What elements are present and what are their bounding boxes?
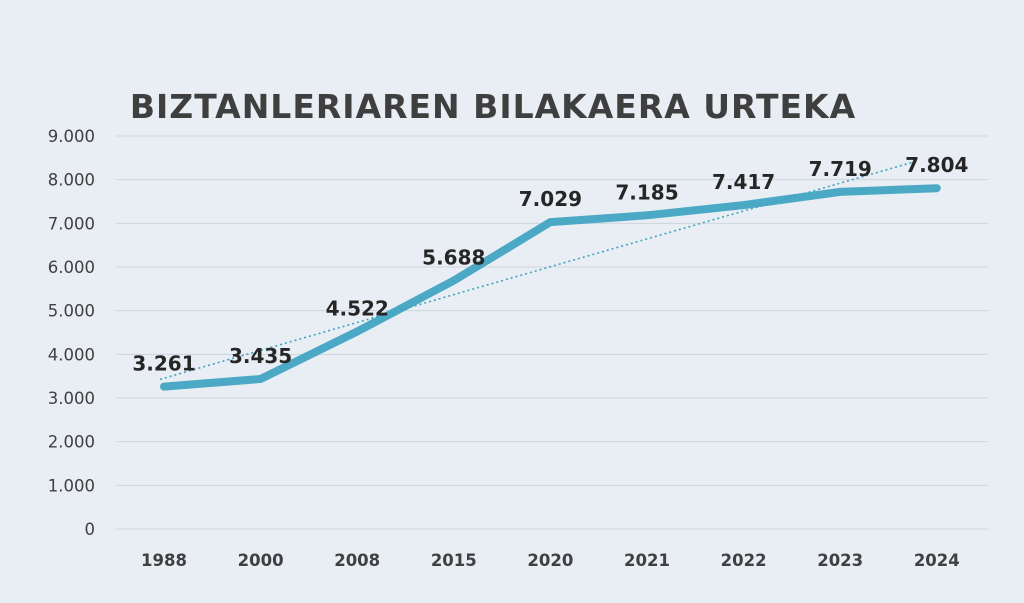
x-tick-label: 2022 xyxy=(721,551,767,570)
data-point xyxy=(935,187,938,190)
y-tick-label: 7.000 xyxy=(48,214,95,233)
y-tick-label: 9.000 xyxy=(48,127,95,146)
y-tick-label: 2.000 xyxy=(48,433,95,452)
data-point xyxy=(163,385,165,388)
data-labels: 3.261 3.435 4.522 5.688 7.029 7.185 7.417 7.719… xyxy=(132,153,968,375)
data-point xyxy=(452,279,455,282)
data-label: 4.522 xyxy=(326,297,389,321)
trendline xyxy=(159,159,920,381)
data-label: 7.719 xyxy=(809,157,872,181)
x-tick-label: 2024 xyxy=(914,551,960,570)
x-tick-label: 1988 xyxy=(141,551,187,570)
x-tick-label: 2015 xyxy=(431,551,477,570)
x-axis-ticks: 1988 2000 2008 2015 2020 2021 2022 2023 2024 xyxy=(141,551,960,570)
gridlines xyxy=(116,135,988,530)
x-tick-label: 2000 xyxy=(238,551,284,570)
y-axis-ticks: 0 1.000 2.000 3.000 4.000 5.000 6.000 7.000 8.00… xyxy=(48,127,95,539)
trendline-layer xyxy=(159,159,920,381)
data-label: 3.435 xyxy=(229,344,292,368)
data-label: 7.185 xyxy=(615,180,678,204)
data-label: 7.417 xyxy=(712,170,775,194)
data-label: 5.688 xyxy=(422,246,485,270)
data-label: 3.261 xyxy=(132,352,195,376)
y-tick-label: 4.000 xyxy=(48,345,95,364)
data-point xyxy=(356,330,359,333)
x-tick-label: 2020 xyxy=(527,551,573,570)
data-point xyxy=(646,214,648,217)
y-tick-label: 8.000 xyxy=(48,171,95,190)
data-label: 7.804 xyxy=(905,153,968,177)
data-point xyxy=(839,190,842,193)
x-tick-label: 2021 xyxy=(624,551,670,570)
data-point xyxy=(742,204,745,207)
x-tick-label: 2008 xyxy=(334,551,380,570)
x-tick-label: 2023 xyxy=(817,551,863,570)
data-point xyxy=(259,378,262,381)
y-tick-label: 6.000 xyxy=(48,258,95,277)
y-tick-label: 1.000 xyxy=(48,476,95,495)
data-label: 7.029 xyxy=(519,187,582,211)
data-point xyxy=(549,221,552,224)
y-tick-label: 5.000 xyxy=(48,302,95,321)
series-layer xyxy=(160,184,941,391)
chart-title: BIZTANLERIAREN BILAKAERA URTEKA xyxy=(130,87,856,126)
y-tick-label: 3.000 xyxy=(48,389,95,408)
y-tick-label: 0 xyxy=(85,520,96,539)
